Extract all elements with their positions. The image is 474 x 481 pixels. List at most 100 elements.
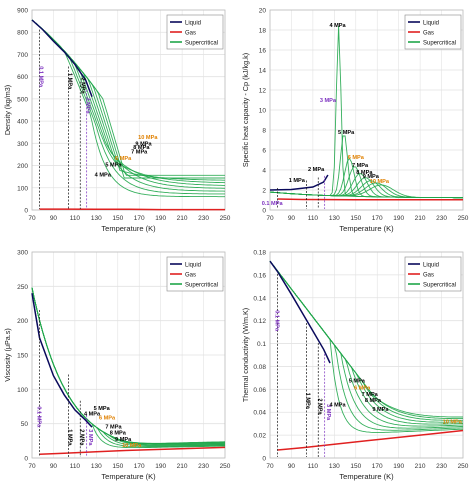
x-axis-label: Temperature (K) [339,472,394,481]
data-label: 0.1 MPa [35,406,41,428]
y-tick-label: 16 [259,48,267,55]
x-tick-label: 250 [220,215,231,222]
legend-label: Gas [185,273,196,279]
legend-label: Liquid [185,263,201,269]
x-tick-label: 230 [198,463,209,470]
y-tick-label: 0.18 [253,250,266,257]
x-axis-label: Temperature (K) [101,224,156,233]
data-label: 5 MPa [338,130,355,136]
chart-density: 0 100 200 300 400 500 600 700 800 900 70 90 110 130 15… [3,8,231,234]
data-label: 10 MPa [122,443,142,449]
y-tick-label: 250 [17,284,28,291]
x-tick-label: 70 [28,215,36,222]
y-tick-label: 400 [17,119,28,126]
x-tick-label: 90 [288,463,296,470]
x-tick-label: 70 [266,463,274,470]
data-label: 8 MPa [356,170,373,176]
plot-frame [269,9,464,211]
y-tick-label: 0 [24,456,28,463]
data-label: 6 MPa [99,416,116,422]
series-liquid [31,293,93,428]
y-tick-label: 0.16 [253,272,266,279]
series-liquid [269,260,331,364]
data-label: 4 MPa [84,411,101,417]
data-label: 0.1 MPa [38,66,44,88]
y-tick-label: 6 [262,148,266,155]
chart-cp: 0 2 4 6 8 10 12 14 16 18 20 70 90 110 130 150 170 190 210 2… [241,8,469,234]
x-tick-label: 170 [134,215,145,222]
y-tick-label: 200 [17,318,28,325]
data-label: 8 MPa [110,431,127,437]
data-label: 3 MPa [85,97,91,114]
y-tick-label: 50 [21,421,29,428]
x-axis-label: Temperature (K) [101,472,156,481]
x-tick-label: 130 [91,463,102,470]
data-label: 3 MPa [87,429,93,446]
data-label: 7 MPa [362,392,379,398]
x-tick-label: 150 [350,215,361,222]
x-tick-label: 150 [112,215,123,222]
y-tick-label: 4 [262,168,266,175]
supercritical-curves [269,260,464,433]
data-label: 1 MPa [66,73,72,90]
x-tick-label: 230 [198,215,209,222]
supercritical-line-7 [31,287,226,444]
legend-label: Supercritical [423,283,456,289]
legend-label: Liquid [423,21,439,27]
data-label: 8 MPa [365,398,382,404]
data-label: 1 MPa [289,178,306,184]
y-tick-label: 100 [17,387,28,394]
data-label: 5 MPa [94,406,111,412]
data-label: 5 MPa [105,163,122,169]
x-tick-label: 190 [155,215,166,222]
y-tick-label: 900 [17,8,28,15]
x-tick-label: 110 [70,215,81,222]
x-tick-label: 110 [308,463,319,470]
x-tick-label: 190 [393,215,404,222]
chart-conductivity: 0 0.02 0.04 0.06 0.08 0.1 0.12 0.14 0.16 0.18 70 90… [241,250,469,481]
y-tick-label: 700 [17,52,28,59]
y-tick-label: 500 [17,96,28,103]
legend-label: Supercritical [185,41,218,47]
series-gas [39,208,225,211]
data-label: 6 MPa [354,385,371,391]
x-tick-label: 170 [372,215,383,222]
supercritical-line-3 [31,287,225,447]
y-tick-label: 8 [262,128,266,135]
x-tick-label: 210 [415,215,426,222]
series-gas [277,429,464,451]
y-tick-label: 0 [262,208,266,215]
data-label: 3 MPa [320,98,337,104]
x-tick-label: 210 [177,215,188,222]
x-axis-label: Temperature (K) [339,224,394,233]
y-tick-label: 200 [17,163,28,170]
legend: Liquid Gas Supercritical [166,256,224,292]
x-tick-label: 190 [155,463,166,470]
y-tick-label: 0.02 [253,433,266,440]
data-label: 2 MPa [308,167,325,173]
legend: Liquid Gas Supercritical [404,256,462,292]
legend: Liquid Gas Supercritical [404,14,462,50]
supercritical-line-4 [31,287,225,446]
plot-frame [269,251,464,459]
legend-label: Supercritical [423,41,456,47]
data-label: 4 MPa [95,173,112,179]
y-tick-label: 0.14 [253,295,266,302]
data-label: 6 MPa [348,155,365,161]
x-tick-label: 170 [134,463,145,470]
y-axis-label: Thermal conductivity (W/m.K) [241,308,250,402]
supercritical-line-9 [269,184,463,199]
data-label: 7 MPa [352,163,369,169]
data-label: 0.1 MPa [262,201,284,207]
data-label: 9 MPa [115,437,132,443]
y-tick-label: 0.04 [253,410,266,417]
supercritical-curves [31,287,226,449]
data-label: 3 MPa [325,404,331,421]
supercritical-curves [269,25,463,199]
y-tick-label: 150 [17,353,28,360]
supercritical-line-2 [31,287,225,448]
y-tick-label: 2 [262,188,266,195]
x-tick-label: 210 [177,463,188,470]
series-gas [39,446,226,455]
